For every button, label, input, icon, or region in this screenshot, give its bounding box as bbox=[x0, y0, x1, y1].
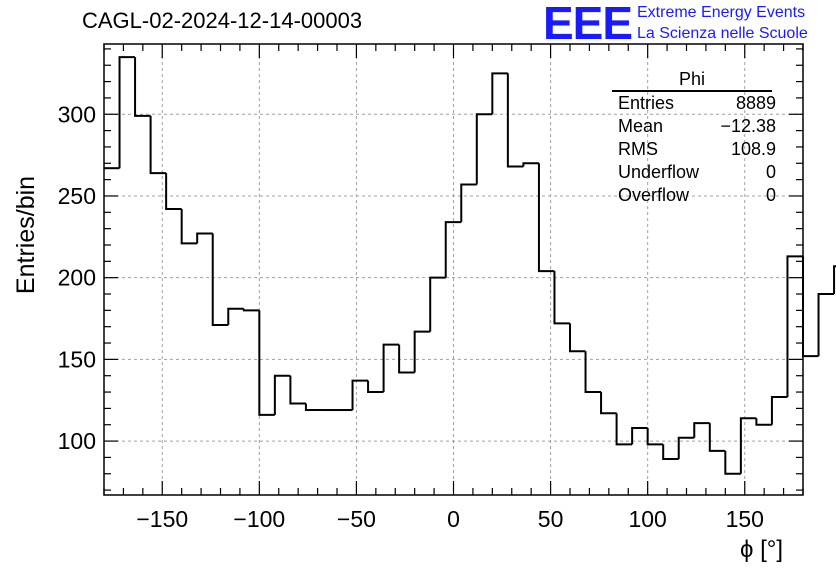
histogram-bin bbox=[833, 265, 836, 295]
stats-value: 108.9 bbox=[730, 139, 776, 159]
histogram-bin bbox=[786, 255, 803, 397]
stats-label: Underflow bbox=[618, 162, 700, 182]
stats-value: −12.38 bbox=[720, 116, 776, 136]
axis-ticks bbox=[103, 44, 804, 495]
stats-row-entries: Entries 8889 bbox=[618, 92, 776, 115]
histogram-bin bbox=[755, 418, 772, 426]
histogram-bin bbox=[739, 417, 757, 474]
histogram-bin bbox=[196, 232, 213, 244]
chart-title: CAGL-02-2024-12-14-00003 bbox=[82, 8, 363, 33]
histogram-bin bbox=[304, 403, 322, 412]
y-tick-label: 250 bbox=[58, 183, 96, 209]
histogram-bin bbox=[258, 310, 275, 416]
x-tick-label: 0 bbox=[447, 506, 460, 532]
histogram-bin bbox=[662, 444, 679, 461]
histogram-bin bbox=[273, 374, 291, 415]
histogram-bin bbox=[149, 115, 167, 175]
stats-box: Phi Entries 8889 Mean −12.38 RMS 108.9 U… bbox=[612, 68, 782, 207]
x-tick-label: −150 bbox=[136, 506, 188, 532]
histogram-bars bbox=[104, 56, 836, 475]
histogram-bin bbox=[724, 450, 741, 475]
histogram-bin bbox=[367, 380, 384, 394]
y-tick-label: 100 bbox=[58, 428, 96, 454]
histogram-bin bbox=[211, 233, 229, 327]
histogram-bin bbox=[460, 183, 477, 223]
x-tick-label: 150 bbox=[726, 506, 764, 532]
stats-box-title: Phi bbox=[612, 68, 772, 92]
x-tick-label: −100 bbox=[233, 506, 285, 532]
y-tick-label: 200 bbox=[58, 265, 96, 291]
x-axis-label: ϕ [°] bbox=[740, 536, 784, 563]
histogram-bin bbox=[165, 173, 182, 211]
histogram-bin bbox=[444, 221, 462, 278]
grid-lines bbox=[104, 44, 803, 495]
histogram-bin bbox=[522, 162, 539, 167]
histogram-bin bbox=[584, 351, 602, 394]
stats-row-mean: Mean −12.38 bbox=[618, 115, 776, 138]
histogram-bin bbox=[491, 72, 508, 115]
histogram-bin bbox=[600, 392, 617, 415]
y-tick-label: 150 bbox=[58, 346, 96, 372]
stats-row-overflow: Overflow 0 bbox=[618, 184, 776, 207]
histogram-bin bbox=[382, 343, 400, 393]
histogram-bin bbox=[506, 73, 524, 168]
tick-labels: −150 −100 −50 0 50 100 150 100 150 200 250 300 bbox=[58, 101, 764, 532]
stats-row-rms: RMS 108.9 bbox=[618, 138, 776, 161]
x-tick-label: 50 bbox=[538, 506, 564, 532]
histogram-bin bbox=[289, 375, 306, 405]
stats-label: Overflow bbox=[618, 185, 690, 205]
stats-value: 8889 bbox=[735, 93, 776, 113]
histogram-bin bbox=[569, 323, 586, 353]
y-tick-label: 300 bbox=[58, 101, 96, 127]
histogram-bin bbox=[677, 436, 695, 460]
x-tick-label: 100 bbox=[628, 506, 666, 532]
histogram-bin bbox=[770, 395, 788, 425]
histogram-bin bbox=[429, 276, 446, 332]
histogram-bin bbox=[646, 428, 664, 446]
histogram-bin bbox=[615, 413, 633, 446]
histogram-bin bbox=[708, 423, 726, 452]
stats-value: 0 bbox=[765, 185, 776, 205]
histogram-bin bbox=[118, 56, 136, 169]
histogram-bin bbox=[413, 330, 431, 373]
stats-value: 0 bbox=[765, 162, 776, 182]
x-tick-label: −50 bbox=[337, 506, 376, 532]
histogram-bin bbox=[475, 113, 493, 185]
histogram-bin bbox=[398, 344, 415, 374]
logo-mark: EEE bbox=[543, 0, 633, 49]
logo-line2: La Scienza nelle Scuole bbox=[637, 25, 808, 42]
histogram-bin bbox=[631, 427, 648, 445]
histogram-bin bbox=[351, 379, 369, 411]
stats-label: RMS bbox=[618, 139, 658, 159]
histogram-bin bbox=[134, 57, 151, 117]
histogram-bin bbox=[242, 308, 260, 312]
histogram-bin bbox=[553, 271, 570, 325]
histogram-bin bbox=[693, 422, 710, 438]
histogram-bin bbox=[802, 256, 819, 358]
histogram-bin bbox=[817, 293, 835, 357]
stats-label: Entries bbox=[618, 93, 675, 113]
logo-line1: Extreme Energy Events bbox=[637, 4, 806, 21]
histogram-bin bbox=[227, 307, 244, 326]
stats-label: Mean bbox=[618, 116, 664, 136]
stats-row-underflow: Underflow 0 bbox=[618, 161, 776, 184]
histogram-bin bbox=[180, 209, 198, 245]
eee-logo: EEE Extreme Energy Events La Scienza nel… bbox=[543, 0, 833, 49]
histogram-bin bbox=[537, 163, 555, 273]
